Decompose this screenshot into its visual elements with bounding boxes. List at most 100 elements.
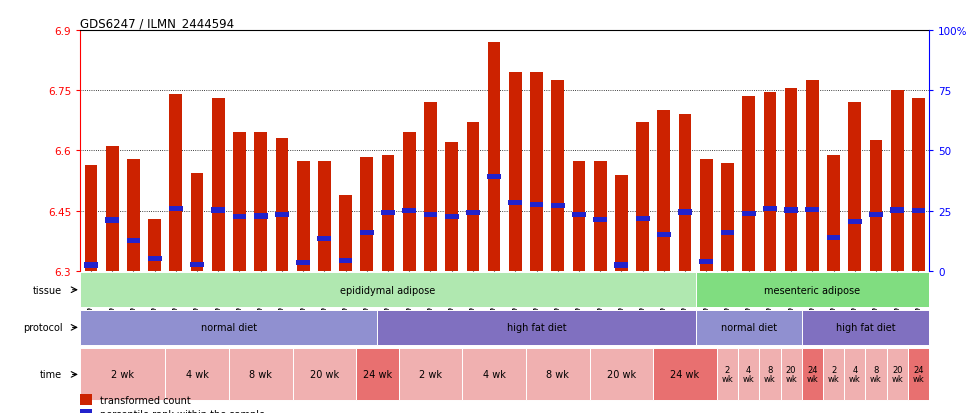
- Bar: [191, 173, 204, 271]
- Bar: [169, 206, 182, 211]
- Text: 2 wk: 2 wk: [418, 370, 442, 380]
- Bar: [552, 81, 564, 271]
- Bar: [696, 273, 929, 307]
- Bar: [166, 349, 229, 401]
- Text: time: time: [40, 370, 63, 380]
- Bar: [530, 73, 543, 271]
- Bar: [466, 123, 479, 271]
- Bar: [148, 256, 162, 262]
- Text: 8 wk: 8 wk: [249, 370, 272, 380]
- Text: 2
wk: 2 wk: [721, 366, 733, 384]
- Bar: [763, 206, 777, 212]
- Bar: [297, 161, 310, 271]
- Bar: [654, 349, 717, 401]
- Bar: [399, 349, 463, 401]
- Bar: [696, 310, 802, 345]
- Bar: [80, 349, 166, 401]
- Bar: [84, 263, 98, 268]
- Bar: [212, 99, 224, 271]
- Bar: [296, 260, 310, 266]
- Text: normal diet: normal diet: [720, 323, 777, 332]
- Bar: [849, 103, 861, 271]
- Bar: [127, 159, 140, 271]
- Bar: [590, 349, 654, 401]
- Bar: [318, 237, 331, 242]
- Bar: [424, 103, 437, 271]
- Bar: [593, 217, 607, 223]
- Bar: [275, 213, 289, 218]
- Bar: [488, 43, 501, 271]
- Text: 20 wk: 20 wk: [310, 370, 339, 380]
- Bar: [784, 208, 798, 213]
- Bar: [212, 208, 225, 213]
- Bar: [80, 394, 92, 405]
- Bar: [80, 273, 696, 307]
- Bar: [700, 159, 712, 271]
- Text: normal diet: normal diet: [201, 323, 257, 332]
- Bar: [148, 219, 161, 271]
- Bar: [126, 239, 140, 244]
- Text: 8
wk: 8 wk: [870, 366, 882, 384]
- Bar: [679, 115, 692, 271]
- Bar: [509, 201, 522, 206]
- Bar: [907, 349, 929, 401]
- Bar: [844, 349, 865, 401]
- Text: high fat diet: high fat diet: [836, 323, 895, 332]
- Bar: [614, 263, 628, 268]
- Bar: [80, 310, 377, 345]
- Bar: [827, 155, 840, 271]
- Text: 20
wk: 20 wk: [785, 366, 797, 384]
- Bar: [763, 93, 776, 271]
- Bar: [356, 349, 399, 401]
- Bar: [233, 133, 246, 271]
- Bar: [887, 349, 907, 401]
- Bar: [466, 211, 480, 216]
- Text: 4 wk: 4 wk: [483, 370, 506, 380]
- Bar: [572, 161, 585, 271]
- Bar: [381, 155, 394, 271]
- Bar: [529, 203, 544, 208]
- Bar: [890, 208, 905, 213]
- Bar: [255, 133, 268, 271]
- Bar: [785, 89, 798, 271]
- Bar: [636, 123, 649, 271]
- Text: epididymal adipose: epididymal adipose: [340, 285, 436, 295]
- Bar: [572, 213, 586, 218]
- Text: GDS6247 / ILMN_2444594: GDS6247 / ILMN_2444594: [80, 17, 234, 30]
- Text: 8 wk: 8 wk: [546, 370, 569, 380]
- Bar: [911, 209, 925, 214]
- Bar: [636, 216, 650, 222]
- Text: transformed count: transformed count: [100, 394, 191, 405]
- Bar: [806, 81, 818, 271]
- Bar: [615, 175, 628, 271]
- Text: 20
wk: 20 wk: [892, 366, 904, 384]
- Bar: [658, 111, 670, 271]
- Bar: [360, 230, 373, 236]
- Text: 20 wk: 20 wk: [607, 370, 636, 380]
- Bar: [802, 349, 823, 401]
- Bar: [594, 161, 607, 271]
- Bar: [339, 259, 353, 264]
- Text: 24
wk: 24 wk: [912, 366, 924, 384]
- Bar: [445, 214, 459, 219]
- Text: high fat diet: high fat diet: [507, 323, 566, 332]
- Bar: [742, 97, 755, 271]
- Bar: [509, 73, 521, 271]
- Bar: [105, 218, 120, 223]
- Text: 8
wk: 8 wk: [764, 366, 776, 384]
- Text: percentile rank within the sample: percentile rank within the sample: [100, 409, 265, 413]
- Bar: [339, 195, 352, 271]
- Bar: [802, 310, 929, 345]
- Bar: [318, 161, 330, 271]
- Bar: [80, 409, 92, 413]
- Bar: [551, 204, 564, 209]
- Bar: [806, 207, 819, 213]
- Bar: [170, 95, 182, 271]
- Text: 4
wk: 4 wk: [849, 366, 860, 384]
- Bar: [657, 233, 670, 238]
- Bar: [487, 175, 501, 180]
- Text: 24
wk: 24 wk: [807, 366, 818, 384]
- Bar: [869, 213, 883, 218]
- Bar: [254, 214, 268, 219]
- Bar: [678, 210, 692, 215]
